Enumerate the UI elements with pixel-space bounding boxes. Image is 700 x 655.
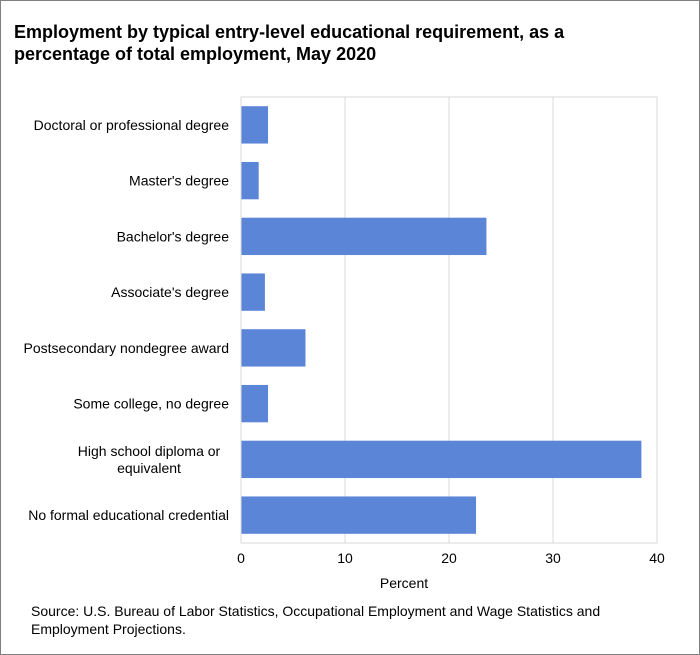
x-tick-label: 30 <box>545 550 561 566</box>
category-label: Doctoral or professional degree <box>34 117 230 133</box>
bar <box>241 106 269 144</box>
x-tick-label: 20 <box>441 550 457 566</box>
x-tick-labels: 0 10 20 30 40 <box>237 550 665 566</box>
category-label: Master's degree <box>129 173 229 189</box>
x-tick-label: 10 <box>337 550 353 566</box>
category-label: No formal educational credential <box>28 507 229 523</box>
x-axis-label: Percent <box>380 575 428 591</box>
category-label: Postsecondary nondegree award <box>24 340 229 356</box>
category-label: Some college, no degree <box>73 396 229 412</box>
category-labels: Doctoral or professional degree Master's … <box>24 117 230 523</box>
source-note: Source: U.S. Bureau of Labor Statistics,… <box>31 603 601 637</box>
bar <box>241 161 259 200</box>
bar <box>241 496 477 534</box>
x-tick-label: 40 <box>649 550 665 566</box>
bar <box>241 329 306 367</box>
category-label: Associate's degree <box>111 284 229 300</box>
bars <box>241 106 642 534</box>
category-label: High school diploma or equivalent <box>78 443 221 476</box>
category-label: Bachelor's degree <box>117 228 230 244</box>
bar <box>241 384 269 423</box>
chart-title: Employment by typical entry-level educat… <box>14 22 565 64</box>
bar <box>241 217 487 256</box>
bar <box>241 440 642 479</box>
x-tick-label: 0 <box>237 550 245 566</box>
bar <box>241 273 265 311</box>
